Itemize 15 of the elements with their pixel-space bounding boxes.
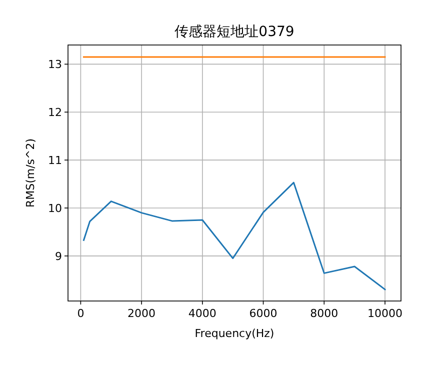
x-tick-label: 10000 [367,307,402,320]
line-series [82,182,386,290]
y-tick-label: 10 [48,202,62,215]
x-tick-label: 8000 [310,307,338,320]
x-tick-label: 0 [77,307,84,320]
y-tick-label: 12 [48,106,62,120]
y-axis-title: RMS(m/s^2) [24,138,37,208]
y-tick-label: 11 [48,154,62,168]
x-tick-label: 4000 [188,307,216,320]
x-axis-title: Frequency(Hz) [194,327,274,340]
chart-title: 传感器短地址0379 [174,24,294,40]
y-tick-label: 13 [48,58,62,72]
x-tick-label: 2000 [128,307,156,320]
x-tick-label: 6000 [249,307,278,320]
y-tick-label: 9 [55,250,62,263]
